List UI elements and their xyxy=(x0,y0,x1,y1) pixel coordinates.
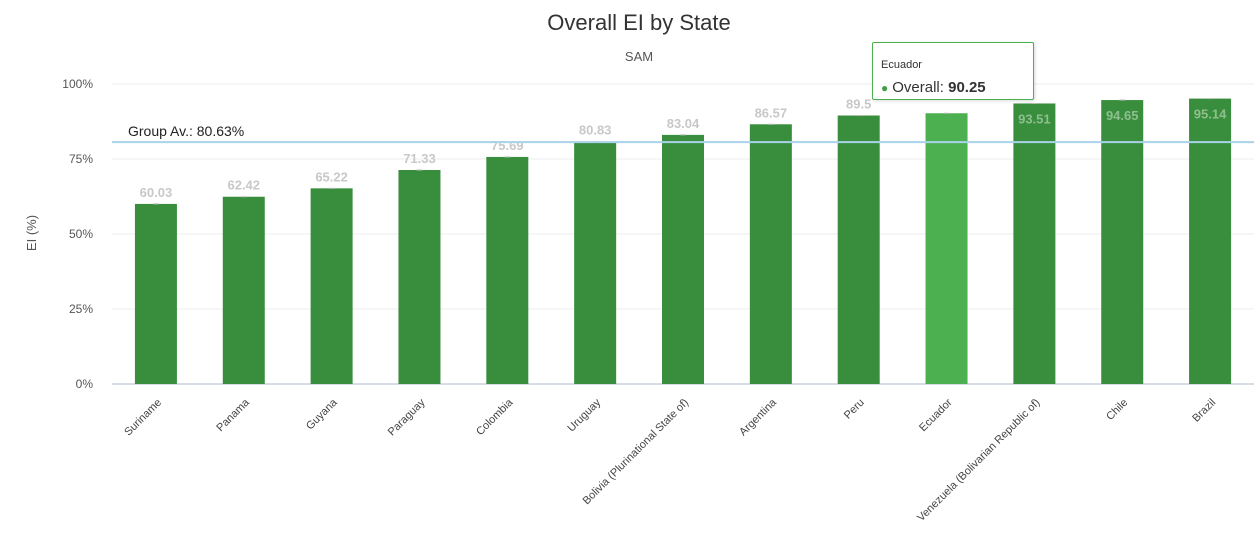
bar-guyana[interactable] xyxy=(310,188,353,384)
y-tick-label: 75% xyxy=(69,152,93,166)
y-tick-label: 100% xyxy=(62,77,93,91)
y-tick-label: 50% xyxy=(69,227,93,241)
x-tick-label: Guyana xyxy=(304,396,340,432)
average-line-label: Group Av.: 80.63% xyxy=(128,123,244,139)
series-dot-icon: ● xyxy=(881,81,889,95)
bar-bolivia-plurinational-state-of[interactable] xyxy=(662,134,704,384)
data-label: 71.33 xyxy=(403,151,436,166)
data-label: 83.04 xyxy=(667,116,700,131)
data-label: 60.03 xyxy=(140,185,173,200)
x-tick-label: Uruguay xyxy=(565,396,603,434)
tooltip-title: Ecuador xyxy=(881,59,922,71)
bar-paraguay[interactable] xyxy=(398,170,441,384)
data-label: 80.83 xyxy=(579,123,612,138)
x-tick-label: Suriname xyxy=(122,397,164,439)
bar-peru[interactable] xyxy=(837,115,880,385)
tooltip-row: ● Overall: 90.25 xyxy=(881,79,986,96)
bar-suriname[interactable] xyxy=(134,203,177,384)
x-tick-label: Peru xyxy=(842,397,867,422)
x-tick-label: Brazil xyxy=(1190,397,1218,425)
x-tick-label: Chile xyxy=(1104,397,1130,423)
x-tick-label: Paraguay xyxy=(386,396,428,438)
bar-chile[interactable] xyxy=(1101,100,1144,385)
bars[interactable] xyxy=(134,98,1232,385)
data-label: 62.42 xyxy=(227,178,260,193)
data-label: 65.22 xyxy=(315,169,348,184)
data-label: 94.65 xyxy=(1106,108,1139,123)
bar-brazil[interactable] xyxy=(1189,98,1232,384)
y-axis-ticks: 0% 25% 50% 75% 100% xyxy=(62,77,93,391)
chart-subtitle: SAM xyxy=(625,49,653,64)
data-label: 86.57 xyxy=(755,105,788,120)
chart-title: Overall EI by State xyxy=(547,10,730,35)
data-label: 93.51 xyxy=(1018,111,1051,126)
x-tick-label: Ecuador xyxy=(917,396,955,434)
x-tick-label: Panama xyxy=(214,396,252,434)
y-axis-label: EI (%) xyxy=(24,215,39,251)
bar-ecuador[interactable] xyxy=(925,113,968,384)
data-label: 95.14 xyxy=(1194,107,1227,122)
bar-panama[interactable] xyxy=(222,196,265,384)
average-line-group: Group Av.: 80.63% xyxy=(112,123,1254,144)
data-label: 75.69 xyxy=(491,138,524,153)
data-label: 89.5 xyxy=(846,97,871,112)
bar-argentina[interactable] xyxy=(749,124,792,384)
tooltip-series-label: Overall: xyxy=(892,79,944,96)
y-tick-label: 25% xyxy=(69,302,93,316)
x-tick-label: Argentina xyxy=(737,396,779,438)
x-tick-label: Bolivia (Plurinational State of) xyxy=(581,397,692,508)
x-tick-label: Colombia xyxy=(474,396,516,438)
tooltip: Ecuador ● Overall: 90.25 xyxy=(872,42,1034,100)
x-axis-ticks: Suriname Panama Guyana Paraguay Colombia Urug… xyxy=(122,396,1218,524)
bar-uruguay[interactable] xyxy=(574,141,617,384)
bar-colombia[interactable] xyxy=(486,156,529,384)
bar-venezuela-bolivarian-republic-of[interactable] xyxy=(1013,103,1056,384)
y-tick-label: 0% xyxy=(76,377,94,391)
tooltip-value: 90.25 xyxy=(948,79,986,96)
